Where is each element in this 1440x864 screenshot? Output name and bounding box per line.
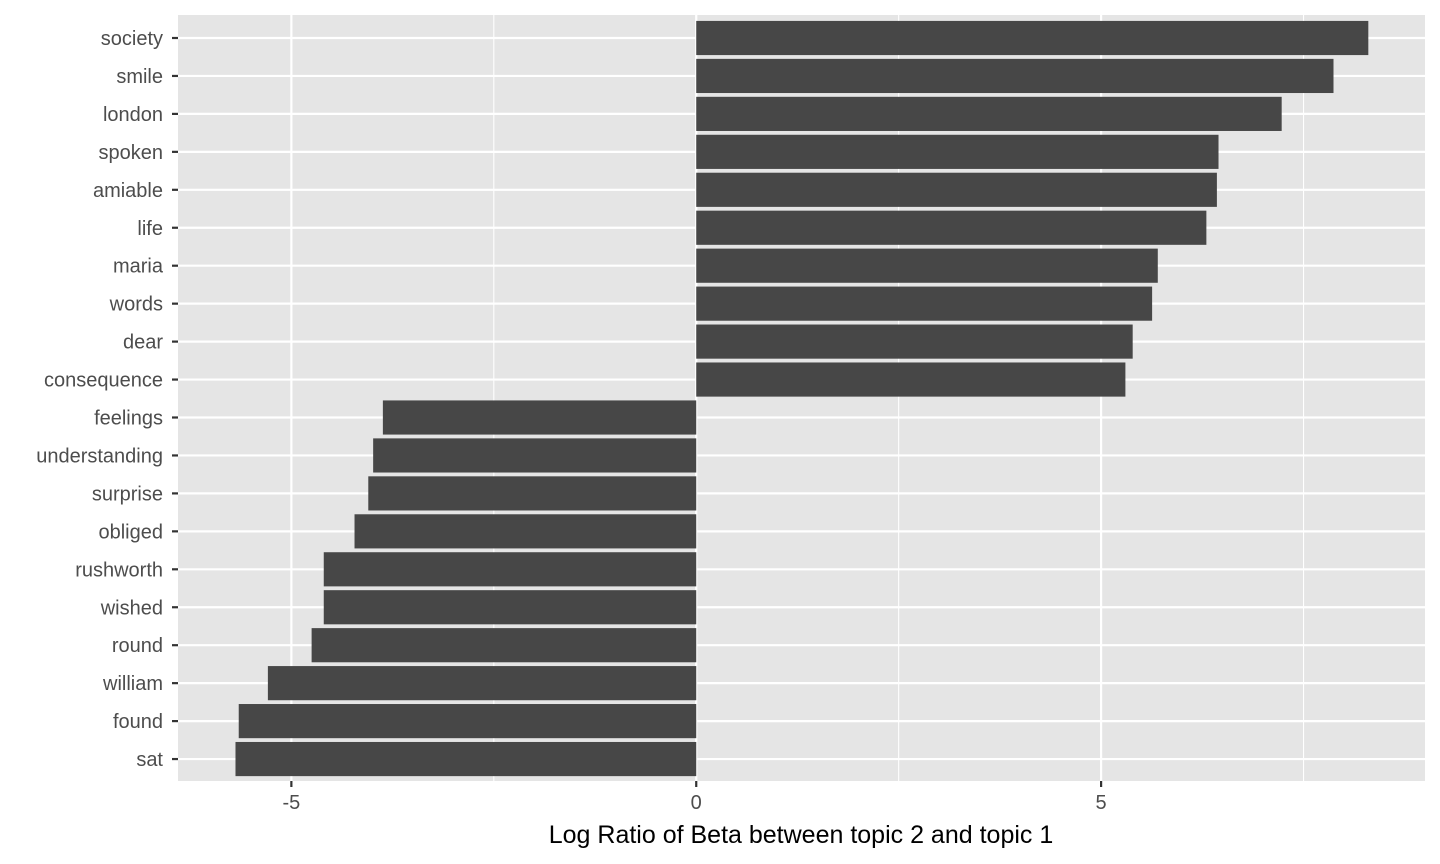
- bar-sat: [235, 741, 697, 777]
- y-tick-label: consequence: [44, 370, 163, 392]
- y-tick-label: words: [109, 294, 163, 316]
- y-tick-label: william: [102, 673, 163, 695]
- y-tick-label: smile: [116, 66, 163, 88]
- y-tick-label: spoken: [99, 142, 164, 164]
- bar-consequence: [696, 362, 1126, 397]
- bar-understanding: [373, 438, 697, 473]
- y-axis: society smile london spoken amiable life maria…: [36, 28, 178, 771]
- y-tick-label: maria: [113, 256, 164, 278]
- bar-amiable: [696, 172, 1217, 207]
- bar-spoken: [696, 134, 1219, 169]
- x-tick-label: -5: [282, 792, 300, 814]
- bars: [235, 20, 1369, 777]
- bar-obliged: [354, 514, 697, 549]
- x-axis-title: Log Ratio of Beta between topic 2 and to…: [549, 821, 1054, 849]
- x-tick-label: 5: [1096, 792, 1107, 814]
- y-tick-label: round: [112, 635, 163, 657]
- y-tick-label: life: [137, 218, 163, 240]
- bar-rushworth: [323, 552, 697, 587]
- y-tick-label: rushworth: [75, 559, 163, 581]
- y-tick-label: understanding: [36, 445, 163, 467]
- y-tick-label: sat: [136, 749, 163, 771]
- bar-society: [696, 20, 1369, 56]
- y-tick-label: society: [101, 28, 163, 50]
- bar-william: [267, 666, 697, 701]
- x-tick-label: 0: [691, 792, 702, 814]
- bar-feelings: [382, 400, 697, 435]
- bar-surprise: [368, 476, 697, 511]
- y-tick-label: dear: [123, 332, 163, 354]
- y-tick-label: wished: [100, 597, 163, 619]
- bar-round: [311, 628, 697, 663]
- y-tick-label: london: [103, 104, 163, 126]
- y-tick-label: feelings: [94, 408, 163, 430]
- y-tick-label: found: [113, 711, 163, 733]
- y-tick-label: amiable: [93, 180, 163, 202]
- bar-london: [696, 96, 1282, 131]
- bar-wished: [323, 590, 697, 625]
- bar-maria: [696, 248, 1158, 283]
- bar-dear: [696, 324, 1133, 359]
- bar-smile: [696, 58, 1334, 94]
- x-axis: -5 0 5: [282, 781, 1107, 814]
- y-tick-label: obliged: [98, 521, 163, 543]
- y-tick-label: surprise: [92, 483, 163, 505]
- bar-life: [696, 210, 1207, 245]
- bar-words: [696, 286, 1153, 321]
- bar-found: [238, 704, 697, 739]
